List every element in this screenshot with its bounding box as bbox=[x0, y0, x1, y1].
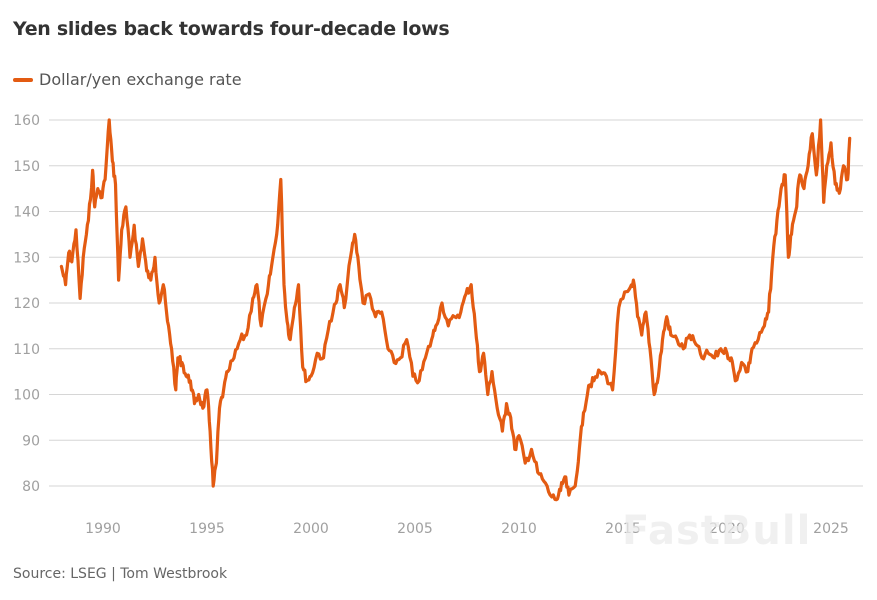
y-tick-label: 140 bbox=[13, 205, 40, 221]
series-line-dollar-yen bbox=[59, 118, 852, 502]
x-tick-label: 2005 bbox=[397, 521, 433, 537]
gridlines bbox=[49, 119, 863, 487]
y-tick-label: 110 bbox=[13, 342, 40, 358]
chart-title: Yen slides back towards four-decade lows bbox=[13, 18, 450, 40]
legend-swatch bbox=[13, 77, 33, 82]
y-tick-label: 160 bbox=[13, 113, 40, 129]
x-tick-label: 1995 bbox=[189, 521, 225, 537]
y-tick-label: 120 bbox=[13, 296, 40, 312]
x-tick-label: 2000 bbox=[293, 521, 329, 537]
legend: Dollar/yen exchange rate bbox=[13, 70, 242, 89]
source-credit: Source: LSEG | Tom Westbrook bbox=[13, 566, 228, 582]
y-axis: 80 90 100 110 120 130 140 150 160 bbox=[13, 113, 40, 495]
x-tick-label: 2015 bbox=[605, 521, 641, 537]
x-tick-label: 2020 bbox=[709, 521, 745, 537]
x-tick-label: 1990 bbox=[85, 521, 121, 537]
legend-label: Dollar/yen exchange rate bbox=[39, 70, 242, 89]
x-tick-label: 2025 bbox=[813, 521, 849, 537]
x-axis: 1990 1995 2000 2005 2010 2015 2020 2025 bbox=[85, 521, 849, 537]
x-tick-label: 2010 bbox=[501, 521, 537, 537]
y-tick-label: 130 bbox=[13, 250, 40, 266]
watermark: FastBull bbox=[622, 508, 812, 554]
y-tick-label: 80 bbox=[22, 479, 40, 495]
y-tick-label: 150 bbox=[13, 159, 40, 175]
y-tick-label: 90 bbox=[22, 433, 40, 449]
y-tick-label: 100 bbox=[13, 388, 40, 404]
series-group bbox=[59, 118, 852, 502]
